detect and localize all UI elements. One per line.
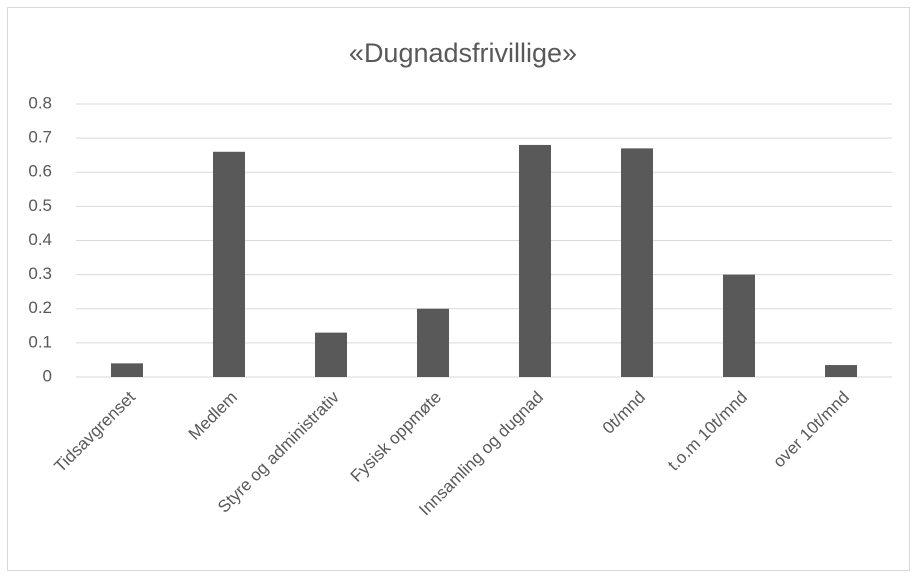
y-tick-label: 0	[43, 366, 52, 385]
y-tick-label: 0.5	[28, 196, 52, 215]
y-tick-label: 0.2	[28, 298, 52, 317]
y-tick-label: 0.3	[28, 264, 52, 283]
y-tick-label: 0.4	[28, 230, 52, 249]
bar	[315, 332, 347, 377]
bar	[213, 151, 245, 377]
y-tick-label: 0.8	[28, 93, 52, 112]
chart-border	[7, 7, 910, 571]
y-tick-label: 0.6	[28, 162, 52, 181]
bar	[723, 274, 755, 377]
bar	[519, 144, 551, 377]
chart-title: «Dugnadsfrivillige»	[349, 38, 577, 68]
bar	[825, 365, 857, 377]
y-tick-label: 0.7	[28, 128, 52, 147]
bar	[111, 363, 143, 377]
y-tick-label: 0.1	[28, 332, 52, 351]
bar	[621, 148, 653, 377]
bar	[417, 308, 449, 377]
